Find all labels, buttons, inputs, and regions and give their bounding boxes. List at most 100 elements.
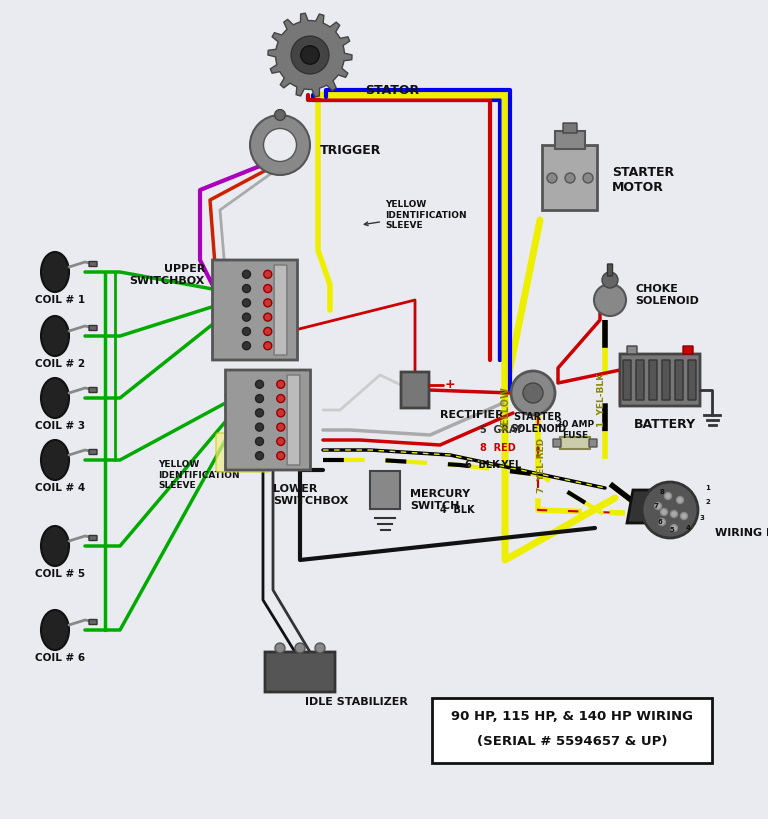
FancyBboxPatch shape (542, 146, 598, 210)
FancyBboxPatch shape (627, 346, 637, 354)
FancyBboxPatch shape (589, 439, 597, 447)
Text: 5  GRAY: 5 GRAY (480, 425, 523, 435)
Text: LOWER
SWITCHBOX: LOWER SWITCHBOX (273, 484, 349, 506)
Circle shape (256, 380, 263, 388)
FancyBboxPatch shape (620, 354, 700, 406)
Text: COIL # 5: COIL # 5 (35, 569, 85, 579)
Text: COIL # 3: COIL # 3 (35, 421, 85, 431)
Text: YELLOW
IDENTIFICATION
SLEEVE: YELLOW IDENTIFICATION SLEEVE (364, 200, 467, 230)
Circle shape (256, 452, 263, 459)
FancyBboxPatch shape (287, 375, 300, 465)
Text: 7  YEL-RED: 7 YEL-RED (537, 437, 545, 492)
Circle shape (654, 503, 661, 509)
Circle shape (677, 496, 684, 504)
Text: 4: 4 (686, 525, 690, 531)
FancyBboxPatch shape (683, 346, 693, 354)
Circle shape (664, 492, 671, 500)
Ellipse shape (41, 378, 69, 418)
Circle shape (670, 524, 677, 532)
FancyBboxPatch shape (636, 360, 644, 400)
Text: 7: 7 (654, 503, 658, 509)
Text: COIL # 1: COIL # 1 (35, 295, 85, 305)
Circle shape (275, 643, 285, 653)
Circle shape (511, 371, 555, 415)
Text: WIRING HARNESS: WIRING HARNESS (715, 528, 768, 538)
FancyBboxPatch shape (226, 370, 310, 470)
Circle shape (602, 272, 618, 288)
Text: 1  YEL-BLK: 1 YEL-BLK (598, 373, 607, 427)
Text: YELLOW
IDENTIFICATION
SLEEVE: YELLOW IDENTIFICATION SLEEVE (158, 454, 240, 490)
FancyBboxPatch shape (213, 260, 297, 360)
Ellipse shape (41, 610, 69, 650)
Circle shape (263, 328, 272, 336)
Circle shape (250, 115, 310, 175)
Circle shape (523, 383, 543, 403)
Circle shape (243, 328, 250, 336)
Text: 90 HP, 115 HP, & 140 HP WIRING: 90 HP, 115 HP, & 140 HP WIRING (451, 709, 693, 722)
Ellipse shape (41, 526, 69, 566)
Circle shape (301, 46, 319, 64)
Circle shape (263, 342, 272, 350)
FancyBboxPatch shape (607, 264, 613, 276)
Text: MERCURY
SWITCH: MERCURY SWITCH (410, 489, 470, 511)
Circle shape (263, 313, 272, 321)
FancyBboxPatch shape (662, 360, 670, 400)
Text: BATTERY: BATTERY (634, 419, 696, 432)
FancyBboxPatch shape (553, 439, 561, 447)
Circle shape (243, 313, 250, 321)
FancyBboxPatch shape (623, 360, 631, 400)
Circle shape (263, 284, 272, 292)
FancyBboxPatch shape (563, 123, 577, 133)
Circle shape (565, 173, 575, 183)
Text: COIL # 6: COIL # 6 (35, 653, 85, 663)
FancyBboxPatch shape (370, 471, 400, 509)
Text: 3: 3 (700, 515, 704, 521)
Circle shape (276, 409, 285, 417)
Circle shape (583, 173, 593, 183)
FancyBboxPatch shape (401, 372, 429, 408)
FancyBboxPatch shape (688, 360, 696, 400)
Circle shape (291, 36, 329, 74)
Circle shape (256, 409, 263, 417)
Text: 4  BLK: 4 BLK (440, 505, 475, 515)
Text: STARTER
MOTOR: STARTER MOTOR (612, 166, 674, 194)
Circle shape (243, 284, 250, 292)
Circle shape (295, 643, 305, 653)
FancyBboxPatch shape (89, 387, 97, 392)
Circle shape (660, 509, 667, 515)
Ellipse shape (41, 316, 69, 356)
FancyBboxPatch shape (649, 360, 657, 400)
Circle shape (547, 173, 557, 183)
FancyBboxPatch shape (675, 360, 683, 400)
Circle shape (263, 129, 296, 161)
Circle shape (263, 270, 272, 278)
Text: 8  RED: 8 RED (480, 443, 516, 453)
Text: 6: 6 (657, 519, 662, 525)
Circle shape (276, 452, 285, 459)
FancyBboxPatch shape (560, 437, 590, 449)
Circle shape (243, 299, 250, 307)
FancyBboxPatch shape (89, 325, 97, 331)
FancyBboxPatch shape (432, 698, 712, 762)
Circle shape (243, 342, 250, 350)
Ellipse shape (41, 252, 69, 292)
Text: (SERIAL # 5594657 & UP): (SERIAL # 5594657 & UP) (477, 735, 667, 749)
Text: STATOR: STATOR (365, 84, 419, 97)
Circle shape (658, 518, 666, 526)
Polygon shape (627, 490, 663, 523)
Circle shape (256, 437, 263, 446)
Text: RECTIFIER: RECTIFIER (440, 410, 504, 420)
Text: STARTER
SOLENOID: STARTER SOLENOID (510, 412, 566, 434)
Ellipse shape (41, 440, 69, 480)
Circle shape (276, 437, 285, 446)
Circle shape (243, 270, 250, 278)
FancyBboxPatch shape (216, 433, 270, 472)
Polygon shape (268, 13, 352, 97)
Text: IDLE STABILIZER: IDLE STABILIZER (305, 697, 408, 707)
FancyBboxPatch shape (555, 131, 585, 149)
Text: 5: 5 (670, 527, 674, 533)
Circle shape (276, 423, 285, 431)
Text: 20 AMP
FUSE: 20 AMP FUSE (556, 420, 594, 440)
Text: 6  BLK-YEL: 6 BLK-YEL (465, 460, 521, 470)
Circle shape (594, 284, 626, 316)
